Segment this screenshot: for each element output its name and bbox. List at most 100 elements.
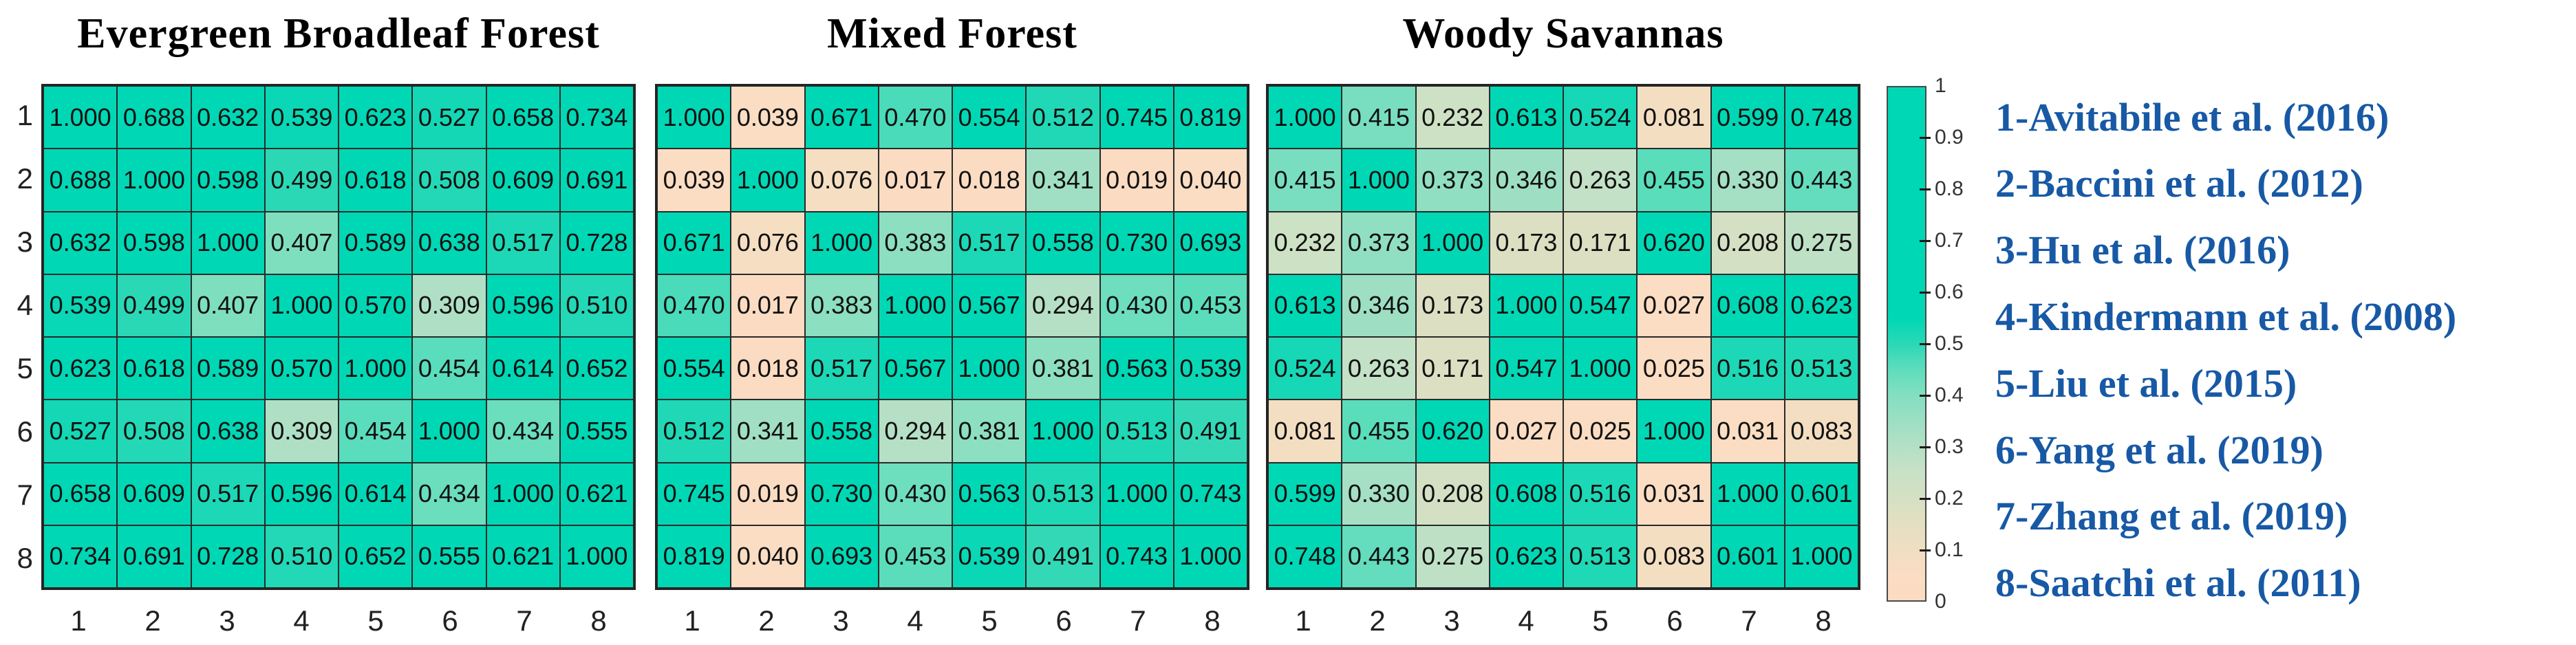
matrix-cell: 0.517 bbox=[191, 462, 265, 525]
matrix-cell: 0.017 bbox=[731, 274, 805, 337]
matrix-cell: 0.512 bbox=[657, 400, 731, 463]
legend: 1-Avitabile et al. (2016) 2-Baccini et al… bbox=[1995, 0, 2576, 645]
matrix-cell: 1.000 bbox=[191, 211, 265, 274]
matrix-cell: 0.563 bbox=[952, 462, 1027, 525]
matrix-cell: 0.570 bbox=[264, 337, 339, 400]
matrix-cell: 0.601 bbox=[1784, 462, 1858, 525]
matrix-cell: 0.516 bbox=[1710, 337, 1785, 400]
matrix-cell: 0.383 bbox=[878, 211, 952, 274]
matrix-cell: 0.309 bbox=[412, 274, 486, 337]
heatmap-panel-evergreen-broadleaf-forest: Evergreen Broadleaf Forest 1 2 3 4 5 6 7 8 1.00… bbox=[17, 0, 636, 645]
colorbar-tick-label: 0.3 bbox=[1935, 435, 1964, 458]
matrix-cell: 0.555 bbox=[412, 525, 486, 588]
matrix-cell: 0.688 bbox=[43, 149, 118, 212]
matrix-cell: 0.623 bbox=[339, 86, 413, 149]
matrix-cell: 0.454 bbox=[339, 400, 413, 463]
y-tick-label: 1 bbox=[17, 99, 33, 131]
x-tick-label: 4 bbox=[293, 604, 310, 637]
matrix-cell: 0.341 bbox=[731, 400, 805, 463]
matrix-cell: 0.598 bbox=[117, 211, 191, 274]
matrix-cell: 1.000 bbox=[804, 211, 879, 274]
matrix-cell: 0.589 bbox=[191, 337, 265, 400]
matrix-cell: 0.491 bbox=[1026, 525, 1100, 588]
matrix-cell: 0.294 bbox=[878, 400, 952, 463]
y-tick-label: 5 bbox=[17, 352, 33, 384]
matrix-cell: 0.275 bbox=[1784, 211, 1858, 274]
matrix-cell: 0.638 bbox=[191, 400, 265, 463]
x-tick-label: 1 bbox=[1295, 604, 1311, 637]
matrix-cell: 0.263 bbox=[1563, 149, 1638, 212]
matrix-cell: 0.819 bbox=[657, 525, 731, 588]
matrix-cell: 0.373 bbox=[1415, 149, 1490, 212]
colorbar-tick bbox=[1920, 239, 1931, 242]
matrix-cell: 0.743 bbox=[1173, 462, 1247, 525]
matrix-cell: 1.000 bbox=[1342, 149, 1416, 212]
matrix-cell: 0.524 bbox=[1563, 86, 1638, 149]
matrix-cell: 0.599 bbox=[1710, 86, 1785, 149]
matrix-cell: 0.671 bbox=[804, 86, 879, 149]
matrix-cell: 0.039 bbox=[731, 86, 805, 149]
matrix-cell: 0.819 bbox=[1173, 86, 1247, 149]
matrix-cell: 0.613 bbox=[1268, 274, 1342, 337]
x-tick-label: 3 bbox=[833, 604, 849, 637]
matrix-cell: 0.601 bbox=[1710, 525, 1785, 588]
legend-item: 2-Baccini et al. (2012) bbox=[1995, 161, 2363, 206]
x-tick-label: 4 bbox=[1518, 604, 1534, 637]
matrix-cell: 0.621 bbox=[486, 525, 560, 588]
x-tick-label: 5 bbox=[1592, 604, 1609, 637]
matrix-cell: 0.455 bbox=[1342, 400, 1416, 463]
matrix-cell: 0.040 bbox=[731, 525, 805, 588]
matrix-cell: 0.621 bbox=[559, 462, 634, 525]
colorbar-tick-label: 0 bbox=[1935, 590, 1946, 613]
matrix-cell: 0.039 bbox=[657, 149, 731, 212]
matrix-cell: 0.025 bbox=[1637, 337, 1711, 400]
matrix-cell: 0.547 bbox=[1489, 337, 1563, 400]
matrix-cell: 0.558 bbox=[1026, 211, 1100, 274]
matrix-cell: 0.346 bbox=[1489, 149, 1563, 212]
legend-item: 3-Hu et al. (2016) bbox=[1995, 228, 2290, 273]
matrix-cell: 0.513 bbox=[1563, 525, 1638, 588]
y-tick-label: 3 bbox=[17, 226, 33, 258]
matrix-cell: 0.510 bbox=[264, 525, 339, 588]
matrix-cell: 0.691 bbox=[117, 525, 191, 588]
heatmap-panel-woody-savannas: Woody Savannas 1.000 0.415 0.232 0.613 0.524… bbox=[1266, 0, 1860, 645]
matrix-cell: 0.508 bbox=[117, 400, 191, 463]
matrix-cell: 0.554 bbox=[657, 337, 731, 400]
matrix-cell: 0.381 bbox=[1026, 337, 1100, 400]
matrix-cell: 0.499 bbox=[117, 274, 191, 337]
matrix-cell: 0.589 bbox=[339, 211, 413, 274]
legend-item: 5-Liu et al. (2015) bbox=[1995, 360, 2297, 406]
matrix-cell: 0.598 bbox=[191, 149, 265, 212]
matrix-cell: 1.000 bbox=[1099, 462, 1174, 525]
x-tick-label: 6 bbox=[442, 604, 458, 637]
x-tick-label: 7 bbox=[1741, 604, 1757, 637]
matrix-cell: 0.330 bbox=[1342, 462, 1416, 525]
colorbar: 1 0.9 0.8 0.7 0.6 0.5 0.4 0.3 0.2 0.1 0 bbox=[1887, 74, 1964, 613]
matrix-cell: 1.000 bbox=[1637, 400, 1711, 463]
matrix-cell: 0.263 bbox=[1342, 337, 1416, 400]
matrix-cell: 0.539 bbox=[952, 525, 1027, 588]
matrix-cell: 0.173 bbox=[1415, 274, 1490, 337]
y-tick-label: 7 bbox=[17, 479, 33, 511]
legend-item: 8-Saatchi et al. (2011) bbox=[1995, 560, 2361, 606]
matrix-cell: 0.499 bbox=[264, 149, 339, 212]
matrix-cell: 0.613 bbox=[1489, 86, 1563, 149]
matrix-cell: 0.618 bbox=[339, 149, 413, 212]
matrix-cell: 0.018 bbox=[731, 337, 805, 400]
matrix-cell: 0.745 bbox=[1099, 86, 1174, 149]
matrix-cell: 0.076 bbox=[731, 211, 805, 274]
matrix-cell: 0.383 bbox=[804, 274, 879, 337]
x-tick-label: 6 bbox=[1055, 604, 1072, 637]
x-tick-label: 8 bbox=[1204, 604, 1221, 637]
colorbar-tick bbox=[1920, 136, 1931, 139]
matrix-cell: 0.076 bbox=[804, 149, 879, 212]
matrix-cell: 1.000 bbox=[412, 400, 486, 463]
x-tick-label: 2 bbox=[1369, 604, 1386, 637]
y-tick-label: 8 bbox=[17, 542, 33, 574]
x-axis-labels: 1 2 3 4 5 6 7 8 bbox=[1266, 604, 1860, 638]
matrix-cell: 1.000 bbox=[878, 274, 952, 337]
matrix-cell: 1.000 bbox=[1415, 211, 1490, 274]
colorbar-tick bbox=[1920, 291, 1931, 294]
heatmap-grid: 1.000 0.688 0.632 0.539 0.623 0.527 0.658 0.734… bbox=[41, 84, 636, 590]
matrix-cell: 0.652 bbox=[559, 337, 634, 400]
